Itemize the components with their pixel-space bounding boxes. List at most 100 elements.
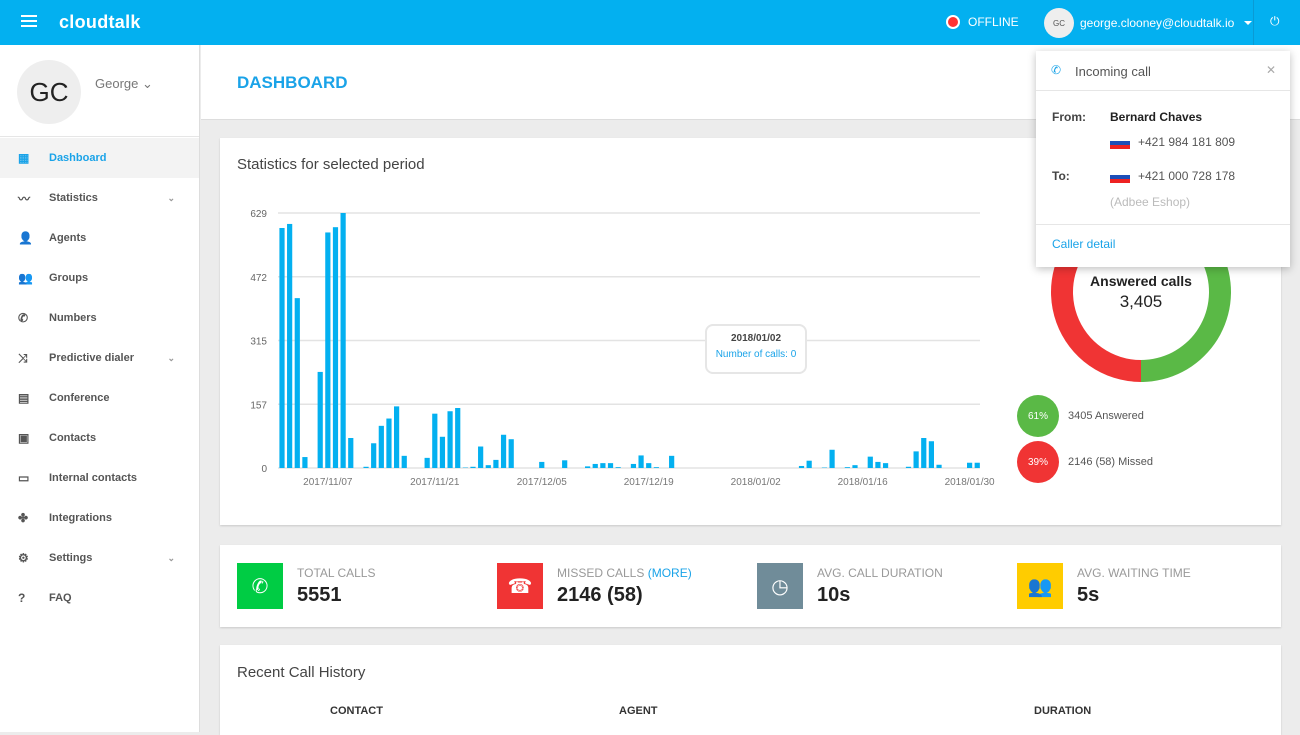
more-link[interactable]: (MORE) xyxy=(648,566,692,580)
bar xyxy=(447,411,452,468)
column-header-contact[interactable]: CONTACT xyxy=(330,705,383,717)
to-name: (Adbee Eshop) xyxy=(1110,195,1190,209)
bar xyxy=(402,456,407,468)
power-icon[interactable]: ⏻ xyxy=(1270,14,1280,29)
bar xyxy=(868,457,873,468)
bar xyxy=(975,463,980,468)
sidebar-item-agents[interactable]: 👤Agents xyxy=(0,218,199,258)
bar xyxy=(539,462,544,468)
sidebar-item-conference[interactable]: ▤Conference xyxy=(0,378,199,418)
forum-icon: ▤ xyxy=(0,391,49,405)
donut-value: 3,405 xyxy=(1071,292,1211,312)
sidebar-item-label: Contacts xyxy=(49,432,96,444)
sidebar-item-statistics[interactable]: 〰Statistics⌄ xyxy=(0,178,199,218)
x-tick-label: 2017/12/19 xyxy=(624,477,674,488)
caret-down-icon xyxy=(1244,21,1252,25)
bar xyxy=(914,451,919,468)
bar xyxy=(852,465,857,468)
sidebar-item-label: Conference xyxy=(49,392,110,404)
kpi-value: 5s xyxy=(1077,584,1191,607)
help-icon: ? xyxy=(0,591,49,605)
status-dot-icon xyxy=(946,15,960,29)
sidebar-item-faq[interactable]: ?FAQ xyxy=(0,578,199,618)
x-tick-label: 2017/12/05 xyxy=(517,477,567,488)
people-icon: 👥 xyxy=(1017,563,1063,609)
x-tick-label: 2018/01/30 xyxy=(945,477,995,488)
column-header-duration[interactable]: DURATION xyxy=(1034,705,1091,717)
bar xyxy=(593,464,598,468)
from-number: +421 984 181 809 xyxy=(1138,135,1235,149)
sidebar-item-numbers[interactable]: ✆Numbers xyxy=(0,298,199,338)
bar xyxy=(470,467,475,468)
sidebar-item-groups[interactable]: 👥Groups xyxy=(0,258,199,298)
answered-pct: 61% xyxy=(1017,395,1059,437)
bar xyxy=(631,464,636,468)
x-tick-label: 2017/11/07 xyxy=(303,477,353,488)
bar xyxy=(799,466,804,468)
y-tick-label: 315 xyxy=(250,337,267,348)
y-tick-label: 0 xyxy=(261,464,267,475)
chevron-down-icon[interactable]: ⌄ xyxy=(167,353,175,364)
profile: GC George ⌄ xyxy=(0,45,199,137)
slovakia-flag-icon xyxy=(1110,171,1130,183)
status-label: OFFLINE xyxy=(968,15,1019,29)
bar xyxy=(929,441,934,468)
sidebar-item-label: Statistics xyxy=(49,192,98,204)
phone-icon: ✆ xyxy=(0,311,49,325)
kpi-label: AVG. CALL DURATION xyxy=(817,566,943,580)
sidebar-item-internal-contacts[interactable]: ▭Internal contacts xyxy=(0,458,199,498)
close-icon[interactable]: ✕ xyxy=(1266,63,1276,77)
status-toggle[interactable]: OFFLINE xyxy=(946,15,1019,29)
sidebar-item-label: Integrations xyxy=(49,512,112,524)
card-title: Recent Call History xyxy=(237,664,365,681)
kpi-label: TOTAL CALLS xyxy=(297,566,375,580)
bar xyxy=(302,457,307,468)
clock-icon: ◷ xyxy=(757,563,803,609)
caller-detail-link[interactable]: Caller detail xyxy=(1052,237,1115,251)
bar xyxy=(608,463,613,468)
kpi-value: 5551 xyxy=(297,584,375,607)
sidebar-item-dashboard[interactable]: ▦Dashboard xyxy=(0,138,199,178)
sidebar-item-label: Dashboard xyxy=(49,152,106,164)
from-label: From: xyxy=(1052,110,1086,124)
bar xyxy=(325,232,330,468)
bar xyxy=(501,435,506,468)
logo: cloudtalk xyxy=(59,12,141,33)
bar xyxy=(493,460,498,468)
avatar: GC xyxy=(1044,8,1074,38)
legend-missed: 39%2146 (58) Missed xyxy=(1017,441,1153,483)
profile-avatar: GC xyxy=(17,60,81,124)
sidebar-item-settings[interactable]: ⚙Settings⌄ xyxy=(0,538,199,578)
sidebar-item-predictive-dialer[interactable]: ⤨Predictive dialer⌄ xyxy=(0,338,199,378)
bar xyxy=(371,443,376,468)
sidebar-item-integrations[interactable]: ✤Integrations xyxy=(0,498,199,538)
chevron-down-icon[interactable]: ⌄ xyxy=(167,553,175,564)
gear-icon: ⚙ xyxy=(0,551,49,565)
page-title: DASHBOARD xyxy=(237,73,348,93)
person-icon: 👤 xyxy=(0,231,49,245)
bar xyxy=(906,467,911,468)
bar xyxy=(967,463,972,468)
menu-icon[interactable] xyxy=(21,15,37,29)
bar xyxy=(440,437,445,468)
popup-title: Incoming call xyxy=(1075,64,1151,79)
bar xyxy=(295,298,300,468)
sidebar-item-label: FAQ xyxy=(49,592,72,604)
sidebar: GC George ⌄ ▦Dashboard〰Statistics⌄👤Agent… xyxy=(0,45,200,732)
bar xyxy=(455,408,460,468)
phone-icon: ✆ xyxy=(237,563,283,609)
dashboard-icon: ▦ xyxy=(0,151,49,165)
chevron-down-icon[interactable]: ⌄ xyxy=(167,193,175,204)
missed-call-icon: ☎ xyxy=(497,563,543,609)
divider xyxy=(1253,0,1254,45)
profile-name-dropdown[interactable]: George ⌄ xyxy=(95,76,153,92)
sidebar-item-contacts[interactable]: ▣Contacts xyxy=(0,418,199,458)
bar xyxy=(287,224,292,468)
y-tick-label: 472 xyxy=(250,273,267,284)
column-header-agent[interactable]: AGENT xyxy=(619,705,658,717)
profile-name: George xyxy=(95,76,138,91)
bar xyxy=(669,456,674,468)
